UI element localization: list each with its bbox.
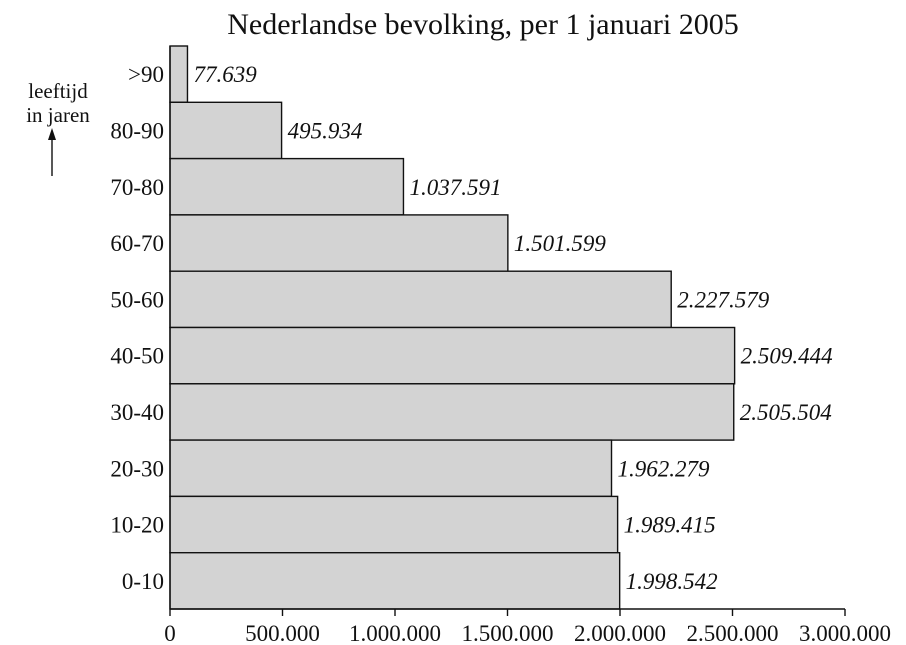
bar-3 bbox=[169, 214, 509, 272]
category-label-4: 50-60 bbox=[110, 287, 164, 312]
category-label-5: 40-50 bbox=[110, 344, 164, 369]
x-axis-ticks: 0 500.000 1.000.000 1.500.000 2.000.000 2.500… bbox=[164, 609, 891, 645]
bar-4 bbox=[169, 270, 672, 329]
bar-0 bbox=[169, 45, 189, 103]
category-label-8: 10-20 bbox=[110, 513, 164, 538]
y-axis-title-line-1: leeftijd bbox=[28, 79, 88, 103]
x-tick-label-1: 500.000 bbox=[245, 621, 320, 645]
category-label-9: 0-10 bbox=[122, 569, 164, 594]
chart-title: Nederlandse bevolking, per 1 januari 200… bbox=[227, 8, 739, 41]
x-tick-label-0: 0 bbox=[164, 621, 176, 645]
category-label-6: 30-40 bbox=[110, 400, 164, 425]
x-tick-label-4: 2.000.000 bbox=[574, 621, 666, 645]
value-label-8: 1.989.415 bbox=[624, 513, 716, 538]
bar-7 bbox=[169, 439, 613, 498]
value-label-3: 1.501.599 bbox=[514, 231, 607, 256]
value-label-6: 2.505.504 bbox=[740, 400, 832, 425]
category-label-1: 80-90 bbox=[110, 118, 164, 143]
y-axis-title-line-2: in jaren bbox=[26, 103, 90, 127]
x-tick-label-2: 1.000.000 bbox=[349, 621, 441, 645]
category-labels: >90 80-90 70-80 60-70 50-60 40-50 30-40 20-30 10… bbox=[110, 62, 164, 594]
value-label-2: 1.037.591 bbox=[409, 175, 501, 200]
x-tick-label-6: 3.000.000 bbox=[799, 621, 891, 645]
value-label-5: 2.509.444 bbox=[741, 344, 833, 369]
value-label-9: 1.998.542 bbox=[626, 569, 718, 594]
bar-9 bbox=[169, 552, 621, 610]
bars bbox=[169, 45, 736, 610]
x-tick-label-5: 2.500.000 bbox=[687, 621, 779, 645]
bar-8 bbox=[169, 495, 619, 554]
value-label-0: 77.639 bbox=[193, 62, 257, 87]
bar-6 bbox=[169, 383, 735, 441]
value-label-4: 2.227.579 bbox=[677, 287, 770, 312]
y-axis-title: leeftijd in jaren bbox=[26, 79, 90, 176]
y-axis-title-arrow-head bbox=[48, 128, 56, 140]
value-label-1: 495.934 bbox=[288, 118, 363, 143]
value-label-7: 1.962.279 bbox=[618, 456, 711, 481]
bar-1 bbox=[169, 101, 283, 160]
bar-2 bbox=[169, 157, 405, 216]
category-label-2: 70-80 bbox=[110, 175, 164, 200]
category-label-3: 60-70 bbox=[110, 231, 164, 256]
category-label-0: >90 bbox=[128, 62, 164, 87]
bar-5 bbox=[169, 326, 736, 385]
x-tick-label-3: 1.500.000 bbox=[462, 621, 554, 645]
category-label-7: 20-30 bbox=[110, 456, 164, 481]
value-labels: 77.639 495.934 1.037.591 1.501.599 2.227.579… bbox=[193, 62, 832, 594]
